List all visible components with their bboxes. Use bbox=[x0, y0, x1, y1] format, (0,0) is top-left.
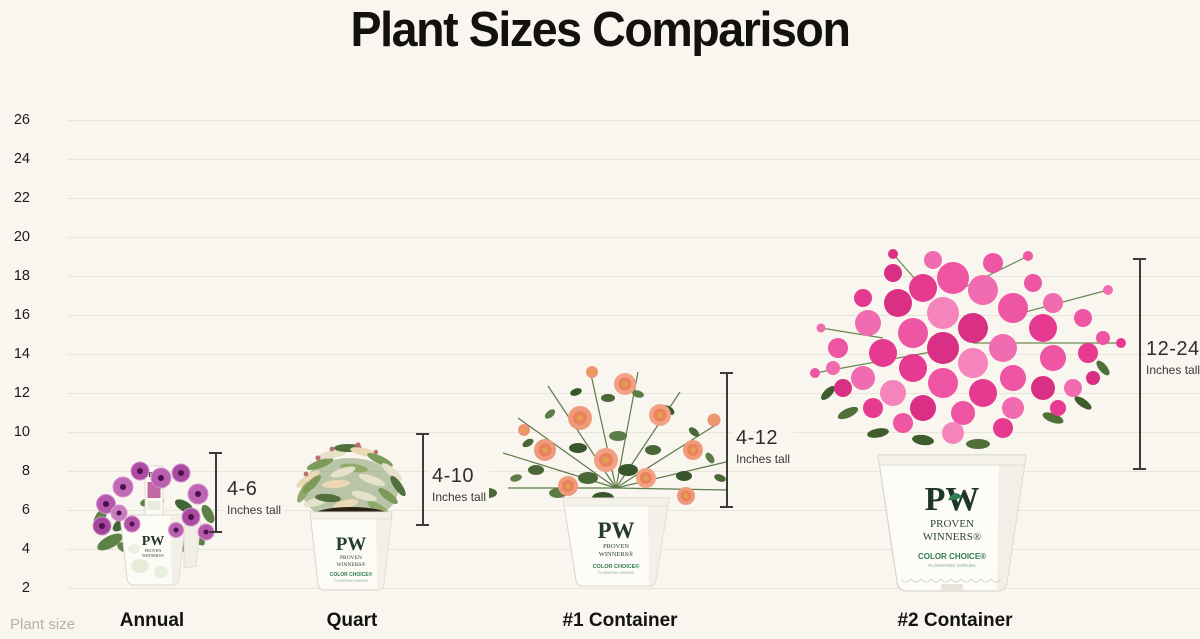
svg-text:PW: PW bbox=[142, 534, 165, 549]
height-range-value: 4-12 bbox=[736, 427, 779, 449]
gridline bbox=[67, 159, 1200, 160]
height-range-1-container: 4-12 Inches tall bbox=[733, 426, 794, 467]
bracket-line bbox=[214, 454, 217, 531]
plant-image-quart: PW PROVEN WINNERS® COLOR CHOICE® FLOWERI… bbox=[288, 424, 418, 594]
svg-text:PW: PW bbox=[336, 534, 367, 555]
y-tick-label: 16 bbox=[13, 307, 30, 323]
gridline bbox=[67, 276, 1200, 277]
container2-flowers bbox=[810, 249, 1126, 444]
plant-image-annual: PW PW PROVEN WINNERS® bbox=[88, 444, 220, 590]
y-tick-label: 4 bbox=[21, 541, 30, 557]
svg-text:PROVEN: PROVEN bbox=[145, 548, 162, 553]
y-tick-label: 20 bbox=[13, 229, 30, 245]
y-tick-label: 6 bbox=[21, 502, 30, 518]
x-axis-title: Plant size bbox=[10, 616, 76, 633]
height-range-unit: Inches tall bbox=[1146, 363, 1200, 377]
svg-text:WINNERS®: WINNERS® bbox=[336, 561, 365, 568]
bracket-top-cap bbox=[720, 372, 733, 374]
svg-text:COLOR CHOICE®: COLOR CHOICE® bbox=[330, 571, 373, 578]
y-tick-label: 26 bbox=[13, 112, 30, 128]
svg-text:COLOR CHOICE®: COLOR CHOICE® bbox=[593, 563, 640, 570]
plant-image-1-container: PW PROVEN WINNERS® COLOR CHOICE® FLOWERI… bbox=[488, 358, 738, 590]
container2-weigela-illustration: PW PROVEN WINNERS® COLOR CHOICE® FLOWERI… bbox=[810, 249, 1126, 592]
x-label-1-container: #1 Container bbox=[562, 610, 678, 631]
container1-pot: PW PROVEN WINNERS® COLOR CHOICE® FLOWERI… bbox=[562, 497, 670, 587]
y-tick-label: 14 bbox=[13, 346, 30, 362]
svg-text:PROVEN: PROVEN bbox=[603, 543, 629, 550]
gridline bbox=[67, 588, 1200, 589]
svg-text:WINNERS®: WINNERS® bbox=[923, 531, 981, 543]
height-range-quart: 4-10 Inches tall bbox=[429, 464, 490, 505]
pw-leaf-icon bbox=[948, 493, 962, 501]
bracket-line bbox=[725, 374, 728, 506]
bracket-line bbox=[421, 435, 424, 524]
y-tick-label: 12 bbox=[13, 385, 30, 401]
page-title: Plant Sizes Comparison bbox=[350, 3, 851, 57]
gridline bbox=[67, 354, 1200, 355]
height-bracket-quart bbox=[416, 433, 429, 526]
svg-text:WINNERS®: WINNERS® bbox=[142, 553, 164, 558]
height-range-unit: Inches tall bbox=[736, 452, 791, 466]
height-range-value: 12-24 bbox=[1146, 338, 1200, 360]
bracket-top-cap bbox=[209, 452, 222, 454]
bracket-bottom-cap bbox=[209, 531, 222, 533]
height-range-value: 4-6 bbox=[227, 478, 258, 500]
height-bracket-1-container bbox=[720, 372, 733, 508]
y-tick-label: 2 bbox=[21, 580, 30, 596]
annual-petunia-illustration: PW PW PROVEN WINNERS® bbox=[92, 461, 215, 586]
svg-text:PW: PW bbox=[597, 518, 634, 543]
bracket-bottom-cap bbox=[1133, 468, 1146, 470]
height-range-unit: Inches tall bbox=[227, 503, 282, 517]
plant-image-2-container: PW PROVEN WINNERS® COLOR CHOICE® FLOWERI… bbox=[803, 248, 1128, 596]
svg-text:PROVEN: PROVEN bbox=[340, 555, 362, 561]
y-tick-label: 10 bbox=[13, 424, 30, 440]
bracket-line bbox=[1138, 260, 1141, 468]
y-tick-label: 22 bbox=[13, 190, 30, 206]
svg-text:WINNERS®: WINNERS® bbox=[599, 551, 634, 558]
gridline bbox=[67, 120, 1200, 121]
annual-flowers bbox=[92, 461, 215, 541]
height-range-value: 4-10 bbox=[432, 465, 475, 487]
container1-rose-illustration: PW PROVEN WINNERS® COLOR CHOICE® FLOWERI… bbox=[488, 366, 729, 587]
container1-leaves bbox=[488, 388, 726, 504]
svg-text:PROVEN: PROVEN bbox=[930, 518, 974, 530]
quart-foliage bbox=[296, 442, 406, 522]
gridline bbox=[67, 198, 1200, 199]
gridline bbox=[67, 237, 1200, 238]
svg-text:FLOWERING SHRUBS: FLOWERING SHRUBS bbox=[334, 579, 367, 583]
bracket-bottom-cap bbox=[720, 506, 733, 508]
gridline bbox=[67, 315, 1200, 316]
container2-pot: PW PROVEN WINNERS® COLOR CHOICE® FLOWERI… bbox=[877, 454, 1027, 592]
svg-text:FLOWERING SHRUBS: FLOWERING SHRUBS bbox=[598, 571, 634, 575]
bracket-top-cap bbox=[1133, 258, 1146, 260]
height-range-unit: Inches tall bbox=[432, 490, 487, 504]
y-tick-label: 8 bbox=[21, 463, 30, 479]
svg-text:FLOWERING SHRUBS: FLOWERING SHRUBS bbox=[928, 563, 975, 568]
quart-pot: PW PROVEN WINNERS® COLOR CHOICE® FLOWERI… bbox=[309, 507, 393, 591]
container1-roses bbox=[518, 366, 721, 505]
height-bracket-annual bbox=[209, 452, 222, 533]
height-bracket-2-container bbox=[1133, 258, 1146, 470]
bracket-top-cap bbox=[416, 433, 429, 435]
height-range-annual: 4-6 Inches tall bbox=[224, 477, 285, 518]
height-range-2-container: 12-24 Inches tall bbox=[1143, 337, 1200, 378]
quart-shrub-illustration: PW PROVEN WINNERS® COLOR CHOICE® FLOWERI… bbox=[296, 442, 406, 591]
svg-text:COLOR CHOICE®: COLOR CHOICE® bbox=[918, 552, 986, 561]
x-label-annual: Annual bbox=[119, 610, 185, 631]
x-label-quart: Quart bbox=[326, 610, 378, 631]
y-tick-label: 24 bbox=[13, 151, 30, 167]
gridline bbox=[67, 432, 1200, 433]
x-label-2-container: #2 Container bbox=[897, 610, 1013, 631]
bracket-bottom-cap bbox=[416, 524, 429, 526]
y-tick-label: 18 bbox=[13, 268, 30, 284]
